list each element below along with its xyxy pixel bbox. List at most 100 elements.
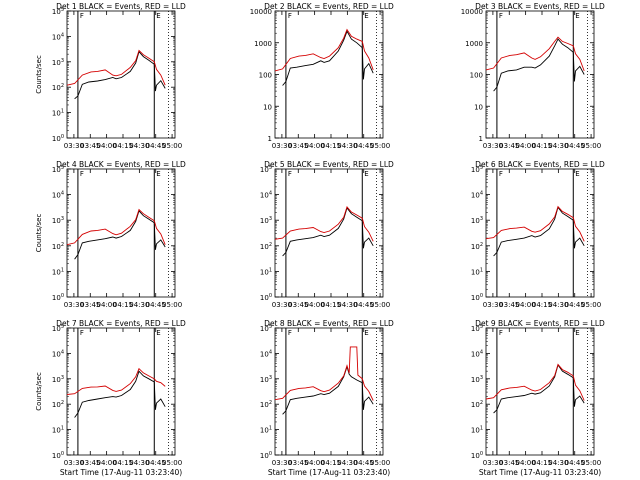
x-tick-label: 03:45 [288,142,308,150]
y-tick-label: 102 [52,400,64,409]
y-tick-label: 102 [260,400,272,409]
panel-title: Det 8 BLACK = Events, RED = LLD [264,319,394,328]
series-lld-line [66,367,166,395]
x-tick-label: 04:15 [321,301,341,309]
x-tick-label: 03:30 [483,459,503,467]
x-tick-label: 03:45 [80,301,100,309]
x-tick-label: 04:00 [305,459,325,467]
series-lld-line [66,208,166,246]
plot-frame [485,10,595,139]
x-tick-label: 04:00 [516,142,536,150]
plot-frame [66,327,176,456]
y-tick-label: 105 [52,165,64,174]
y-tick-label: 103 [260,216,272,225]
start-marker-label: F [499,329,503,337]
start-marker-label: F [499,12,503,20]
panel-title: Det 7 BLACK = Events, RED = LLD [56,319,186,328]
end-marker-label: E [156,329,160,337]
series-events-line [74,210,166,260]
y-tick-label: 1 [479,135,483,143]
x-tick-label: 03:45 [499,301,519,309]
series-lld-line [274,346,374,401]
end-marker-label: E [575,170,579,178]
y-tick-label: 100 [259,72,272,80]
x-tick-label: 04:30 [548,459,568,467]
x-tick-label: 04:00 [305,142,325,150]
series-events-line [493,206,585,257]
x-tick-label: 04:30 [337,142,357,150]
series-events-line [74,370,166,418]
y-tick-label: 101 [260,426,272,435]
end-marker-label: E [156,12,160,20]
series-lld-line [485,363,585,401]
y-tick-label: 104 [471,349,483,358]
x-axis-label: Start Time (17-Aug-11 03:23:40) [479,468,601,477]
start-marker-label: F [288,170,292,178]
x-tick-label: 04:45 [354,142,374,150]
panel-8: F E 100 101 102 103 104 105 03:3003:4504:0004:15… [260,319,394,477]
start-marker-label: F [80,12,84,20]
x-tick-label: 04:15 [532,142,552,150]
series-events-line [282,365,374,415]
y-tick-label: 104 [260,191,272,200]
x-tick-label: 03:30 [272,142,292,150]
end-marker-label: E [575,329,579,337]
start-marker-label: F [80,170,84,178]
y-tick-label: 100 [260,293,272,302]
y-tick-label: 105 [260,324,272,333]
series-lld-line [485,36,585,72]
y-tick-label: 100 [52,293,64,302]
panel-1: F E 100 101 102 103 104 105 03:3003:4504:0004:15… [35,2,186,150]
y-tick-label: 105 [471,324,483,333]
y-tick-label: 103 [52,216,64,225]
x-tick-label: 04:30 [129,301,149,309]
y-axis-label: Counts/sec [35,214,43,253]
panel-2: F E11010010001000003:3003:4504:0004:1504:… [250,2,394,150]
x-tick-label: 04:45 [354,459,374,467]
panel-5: F E 100 101 102 103 104 105 03:3003:4504:0004:15… [260,160,394,309]
series-lld-line [66,49,166,86]
x-axis-label: Start Time (17-Aug-11 03:23:40) [268,468,390,477]
x-tick-label: 04:15 [532,301,552,309]
plot-frame [485,168,595,298]
series-events-line [74,50,166,100]
x-tick-label: 04:00 [516,301,536,309]
y-tick-label: 100 [471,293,483,302]
y-tick-label: 103 [52,375,64,384]
start-marker-label: F [80,329,84,337]
series-lld-line [485,205,585,242]
x-tick-label: 03:30 [272,459,292,467]
x-tick-label: 04:00 [97,459,117,467]
y-tick-label: 104 [52,349,64,358]
end-marker-label: E [364,329,368,337]
x-tick-label: 03:45 [80,142,100,150]
x-tick-label: 05:00 [162,459,182,467]
y-tick-label: 10 [263,103,272,111]
y-tick-label: 103 [260,375,272,384]
panel-3: F E11010010001000003:3003:4504:0004:1504:… [461,2,605,150]
y-tick-label: 105 [471,165,483,174]
panel-title: Det 6 BLACK = Events, RED = LLD [475,160,605,169]
start-marker-label: F [499,170,503,178]
y-tick-label: 10 [474,103,483,111]
plot-frame [274,10,384,139]
x-axis-label: Start Time (17-Aug-11 03:23:40) [60,468,182,477]
y-tick-label: 105 [52,7,64,16]
x-tick-label: 03:30 [272,301,292,309]
x-tick-label: 03:45 [288,301,308,309]
plot-frame [66,168,176,298]
panel-title: Det 4 BLACK = Events, RED = LLD [56,160,186,169]
y-tick-label: 10000 [461,8,483,16]
y-axis-label: Counts/sec [35,55,43,94]
x-tick-label: 04:45 [565,459,585,467]
end-marker-label: E [156,170,160,178]
y-tick-label: 101 [52,267,64,276]
panel-title: Det 5 BLACK = Events, RED = LLD [264,160,394,169]
y-tick-label: 102 [260,242,272,251]
y-tick-label: 100 [260,451,272,460]
x-tick-label: 03:45 [288,459,308,467]
x-tick-label: 03:30 [64,301,84,309]
y-tick-label: 103 [52,58,64,67]
series-lld-line [274,28,374,72]
x-tick-label: 05:00 [370,301,390,309]
